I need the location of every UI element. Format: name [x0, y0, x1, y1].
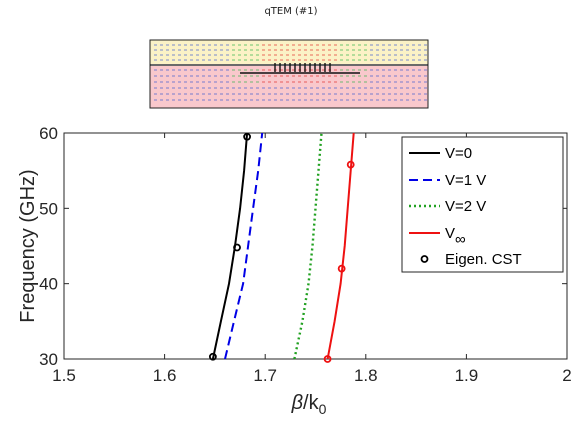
x-tick-label: 1.5 [52, 366, 76, 385]
cst-marker [323, 355, 332, 363]
x-tick-label: 1.6 [153, 366, 177, 385]
x-axis-label: β/k0 [291, 392, 327, 417]
series-line-3 [293, 132, 323, 360]
y-tick-label: 30 [39, 350, 58, 369]
legend-label-markers: Eigen. CST [445, 251, 522, 268]
legend-label-1: V=0 [445, 145, 472, 162]
legend-box [401, 136, 564, 273]
x-tick-label: 1.8 [354, 366, 378, 385]
y-tick-label: 50 [39, 199, 58, 218]
cst-marker [337, 264, 346, 273]
series-line-4 [326, 132, 355, 360]
field-plot-inset [149, 39, 429, 109]
inset-title: qTEM (#1) [264, 6, 318, 17]
series-line-2 [224, 132, 264, 360]
cst-marker [243, 132, 251, 141]
y-tick-label: 40 [39, 275, 58, 294]
x-tick-label: 1.9 [455, 366, 479, 385]
x-tick-label: 2 [562, 366, 571, 385]
legend-label-3: V=2 V [445, 198, 486, 215]
x-tick-label: 1.7 [253, 366, 277, 385]
legend: V=0 V=1 V V=2 V V∞ Eigen. CST [401, 136, 564, 273]
cst-marker [233, 243, 241, 252]
y-tick-label: 60 [39, 124, 58, 143]
cst-marker [208, 352, 217, 361]
cst-marker [346, 160, 355, 169]
legend-marker [420, 255, 429, 263]
legend-label-4: V∞ [445, 225, 466, 248]
legend-label-2: V=1 V [445, 172, 486, 189]
y-axis-label: Frequency (GHz) [17, 169, 39, 322]
